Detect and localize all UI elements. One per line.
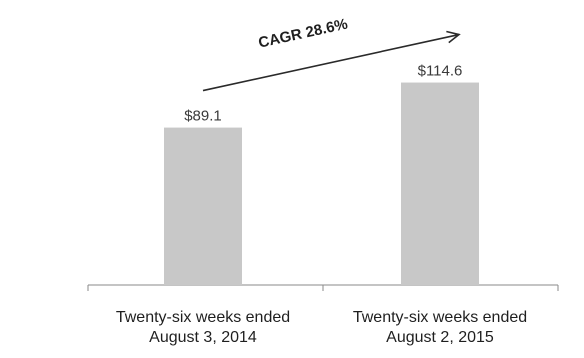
cagr-arrow-head — [446, 30, 461, 44]
category-label-1: Twenty-six weeks ended August 3, 2014 — [116, 309, 290, 346]
bar-1 — [164, 127, 242, 285]
category-label-2-line-1: Twenty-six weeks ended — [353, 309, 527, 326]
bar-2 — [401, 82, 479, 285]
cagr-arrow-line — [202, 33, 460, 92]
value-labels-layer: $89.1 $114.6 — [184, 63, 462, 125]
category-label-1-line-2: August 3, 2014 — [149, 329, 257, 346]
bar-value-label-2: $114.6 — [418, 63, 463, 80]
category-label-1-line-1: Twenty-six weeks ended — [116, 309, 290, 326]
cagr-label: CAGR 28.6% — [257, 16, 349, 52]
bar-value-label-1: $89.1 — [184, 108, 222, 125]
category-label-2: Twenty-six weeks ended August 2, 2015 — [353, 309, 527, 346]
bars-layer — [164, 82, 479, 285]
category-labels-layer: Twenty-six weeks ended August 3, 2014Twen… — [116, 309, 527, 346]
category-label-2-line-2: August 2, 2015 — [386, 329, 494, 346]
